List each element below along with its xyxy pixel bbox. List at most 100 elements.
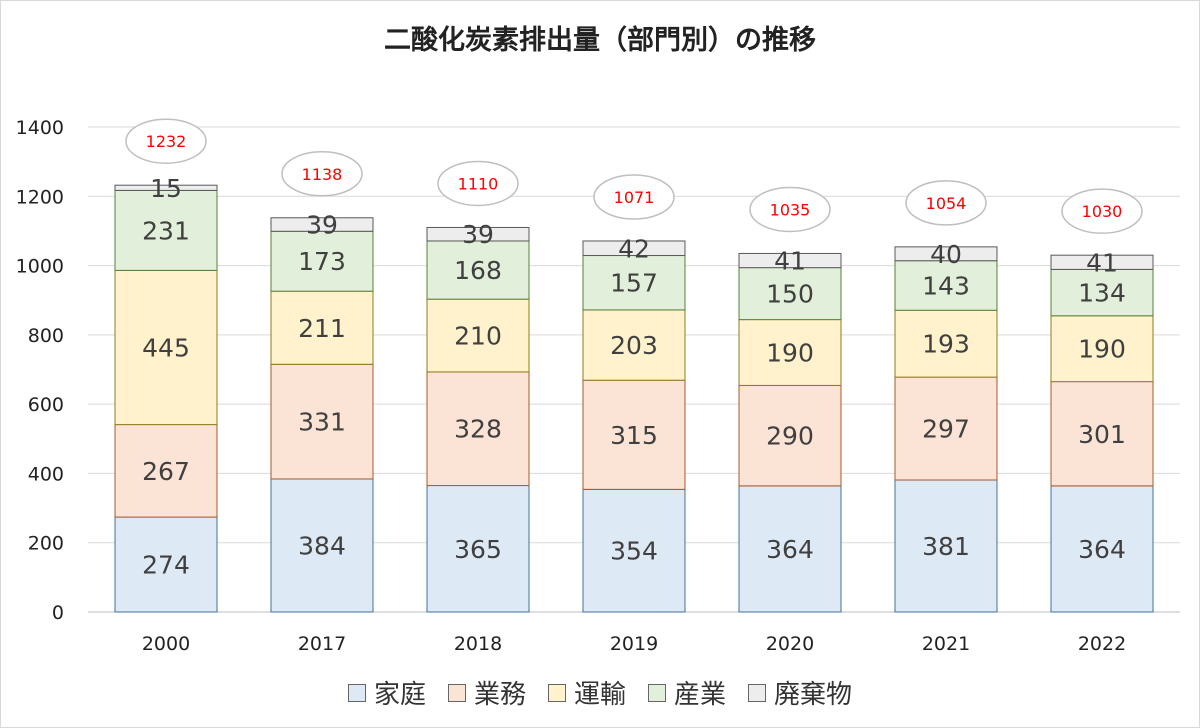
- x-tick-label: 2022: [1078, 633, 1126, 655]
- data-label: 173: [298, 247, 346, 276]
- data-label: 210: [454, 322, 502, 351]
- data-label: 168: [454, 256, 502, 285]
- bar-segment: [114, 189, 218, 271]
- data-label: 143: [922, 271, 970, 300]
- bar-segment: [270, 230, 374, 292]
- bar-segment: [1050, 254, 1154, 270]
- legend-label: 廃棄物: [774, 680, 853, 710]
- bar-segment: [582, 255, 686, 311]
- legend-item: 業務: [447, 674, 526, 711]
- y-tick-label: 800: [28, 325, 64, 347]
- bar-segment: [114, 424, 218, 518]
- x-tick-label: 2018: [454, 633, 502, 655]
- total-label: 1138: [302, 165, 343, 184]
- total-bubble: [437, 160, 519, 207]
- bar-segment: [894, 246, 998, 262]
- data-label: 331: [298, 408, 346, 437]
- data-label: 150: [766, 280, 814, 309]
- y-tick-label: 400: [28, 463, 64, 485]
- bar-segment: [426, 240, 530, 300]
- bar-segment: [894, 376, 998, 481]
- legend-swatch: [447, 683, 466, 702]
- legend-swatch: [547, 683, 566, 702]
- legend-label: 運輸: [573, 680, 626, 710]
- legend-label: 家庭: [373, 680, 426, 710]
- bar-segment: [738, 485, 842, 613]
- data-label: 365: [454, 535, 502, 564]
- bar-segment: [426, 226, 530, 242]
- bar-segment: [426, 371, 530, 487]
- data-label: 381: [922, 532, 970, 561]
- total-label: 1030: [1082, 202, 1123, 221]
- x-tick-label: 2017: [298, 633, 346, 655]
- data-label: 134: [1078, 279, 1126, 308]
- total-label: 1054: [926, 194, 967, 213]
- data-label: 42: [618, 234, 650, 263]
- data-label: 193: [922, 330, 970, 359]
- total-bubble: [905, 180, 987, 226]
- data-label: 39: [306, 211, 338, 240]
- data-label: 301: [1078, 420, 1126, 449]
- data-label: 297: [922, 415, 970, 444]
- legend-swatch: [648, 683, 666, 702]
- bar-segment: [894, 260, 998, 311]
- bar-segment: [1050, 381, 1154, 487]
- bar-segment: [1050, 315, 1154, 383]
- data-label: 41: [1086, 248, 1118, 277]
- bar-segment: [738, 267, 842, 321]
- bar-segment: [270, 290, 374, 365]
- data-label: 315: [610, 421, 658, 450]
- bar-segment: [426, 298, 530, 373]
- bar-segment: [894, 309, 998, 378]
- x-tick-label: 2020: [766, 633, 814, 655]
- data-label: 445: [142, 334, 190, 363]
- legend-item: 家庭: [347, 674, 426, 711]
- data-label: 39: [462, 220, 494, 249]
- total-label: 1110: [458, 174, 499, 193]
- legend-label: 業務: [473, 680, 526, 710]
- total-label: 1232: [146, 132, 187, 151]
- y-tick-label: 200: [28, 533, 64, 555]
- bar-segment: [114, 269, 218, 426]
- data-label: 274: [142, 551, 190, 580]
- legend-item: 運輸: [547, 674, 626, 711]
- bar-segment: [270, 217, 374, 232]
- bar-segment: [582, 379, 686, 490]
- total-bubble: [1061, 188, 1143, 234]
- data-label: 190: [766, 339, 814, 368]
- y-tick-label: 1200: [16, 186, 64, 208]
- bar-segment: [270, 478, 374, 613]
- total-bubble: [749, 186, 831, 233]
- chart-title: 二酸化炭素排出量（部門別）の推移: [384, 25, 816, 56]
- bar-segment: [1050, 485, 1154, 613]
- total-label: 1035: [770, 200, 811, 219]
- legend-item: 廃棄物: [748, 674, 852, 711]
- bar-segment: [270, 363, 374, 480]
- bar-segment: [114, 516, 218, 613]
- bar-segment: [582, 309, 686, 381]
- data-label: 364: [766, 535, 814, 564]
- bar-segment: [582, 240, 686, 257]
- x-tick-label: 2021: [922, 633, 970, 655]
- x-tick-label: 2019: [610, 633, 658, 655]
- data-label: 211: [298, 314, 346, 343]
- data-label: 328: [454, 415, 502, 444]
- legend-swatch: [347, 683, 366, 702]
- bar-segment: [738, 319, 842, 386]
- legend-swatch: [748, 683, 767, 702]
- y-tick-label: 600: [28, 394, 64, 416]
- data-label: 290: [766, 422, 814, 451]
- legend: 家庭 業務 運輸 産業 廃棄物: [0, 674, 1200, 711]
- legend-item: 産業: [648, 674, 726, 711]
- bar-segment: [426, 485, 530, 613]
- y-tick-label: 0: [52, 602, 64, 624]
- total-label: 1071: [614, 188, 655, 207]
- bar-segment: [738, 384, 842, 487]
- bar-segment: [114, 184, 218, 191]
- data-label: 41: [774, 247, 806, 276]
- total-bubble: [281, 151, 363, 197]
- bar-segment: [582, 488, 686, 613]
- legend-label: 産業: [674, 680, 727, 710]
- data-label: 15: [150, 174, 182, 203]
